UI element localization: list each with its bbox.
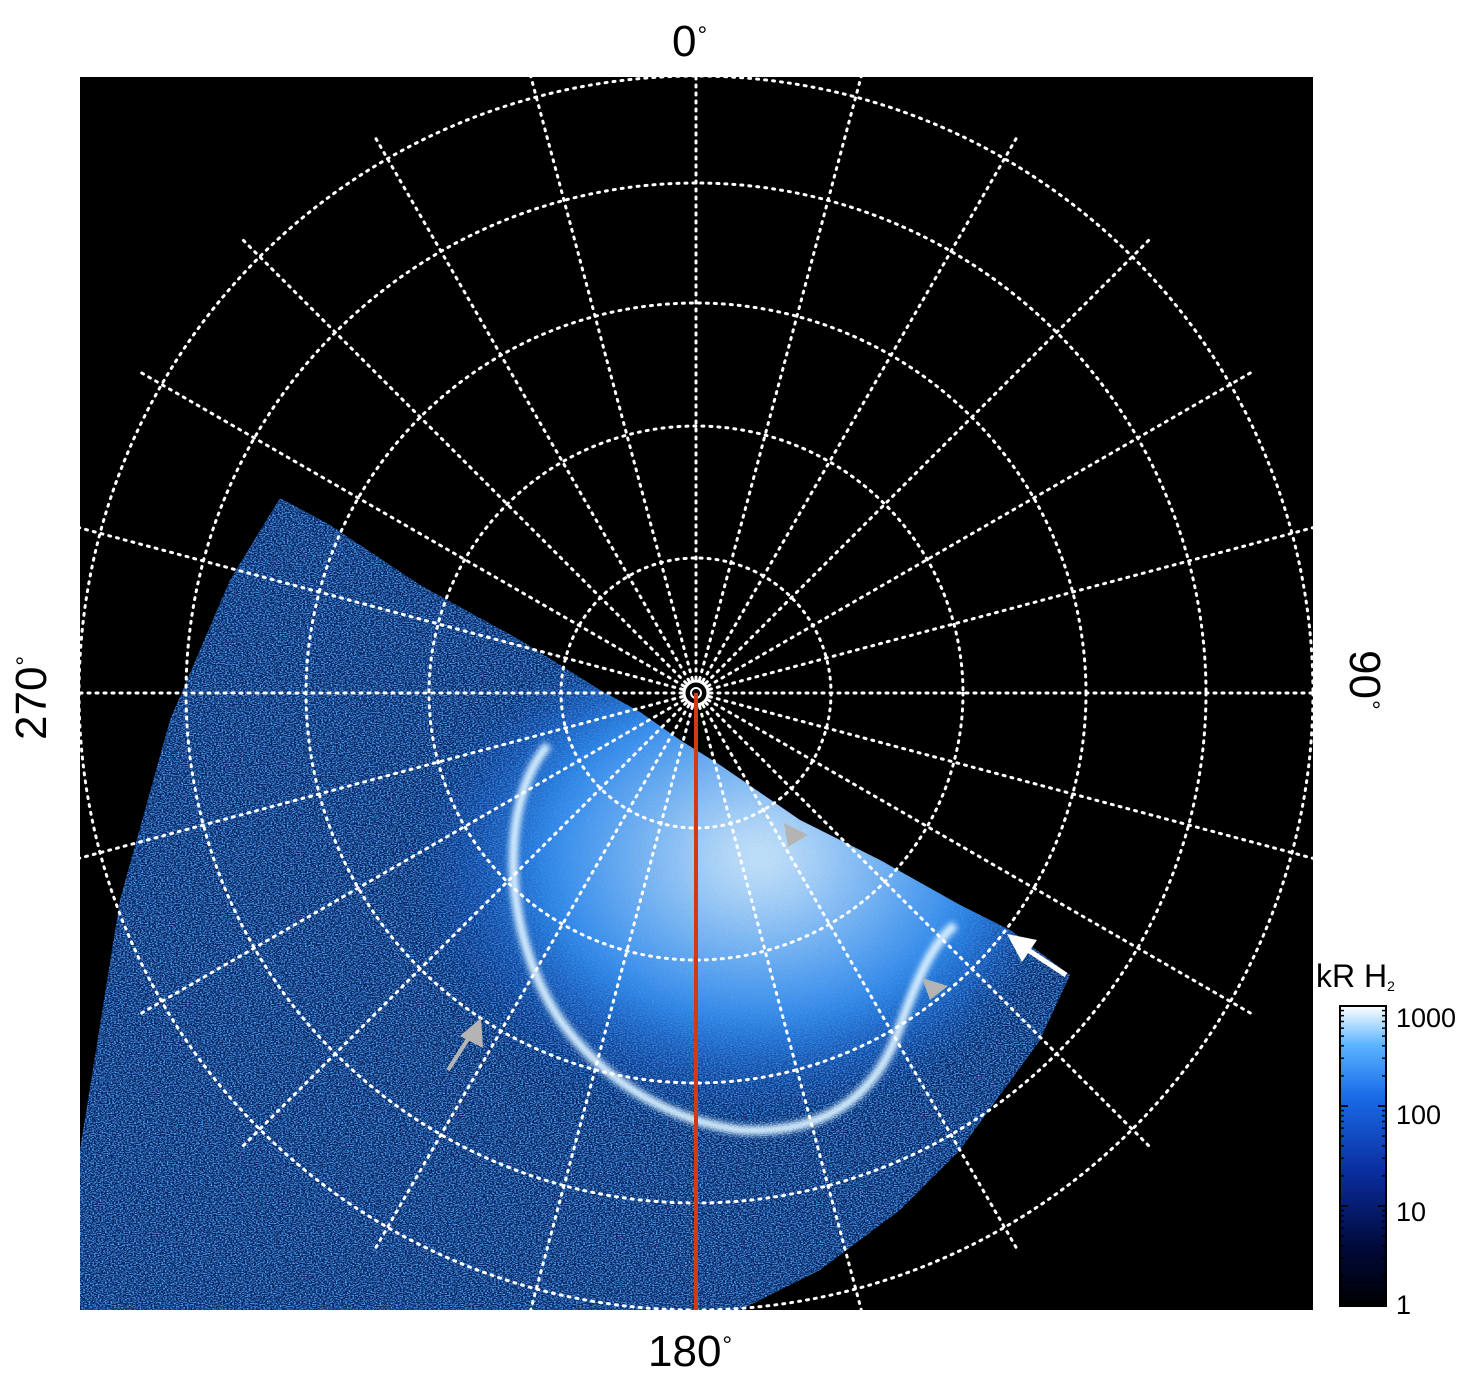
grid-meridian-line xyxy=(704,238,1151,685)
grid-meridian-line xyxy=(80,695,684,860)
gray-arrow-left xyxy=(446,1018,483,1072)
grid-meridian-line xyxy=(529,705,694,1310)
main-auroral-oval xyxy=(508,742,958,1135)
gray-arrowhead-right xyxy=(922,978,948,1000)
grid-meridian-line xyxy=(708,695,1313,860)
grid-meridian-line xyxy=(140,371,686,688)
longitude-label-top: 0° xyxy=(672,17,708,66)
grid-meridian-line xyxy=(701,137,1018,683)
longitude-label-bottom: 180° xyxy=(648,1327,733,1376)
grid-meridian-line xyxy=(529,77,694,681)
grid-meridian-line xyxy=(241,238,688,685)
grid-meridian-line xyxy=(374,703,691,1249)
colorbar-tick-label: 1000 xyxy=(1396,1003,1457,1033)
grid-meridian-line xyxy=(708,526,1313,691)
white-arrow xyxy=(1007,934,1068,978)
grid-meridian-line xyxy=(241,701,688,1148)
colorbar xyxy=(1339,1005,1387,1307)
grid-meridian-line xyxy=(698,77,863,681)
grid-meridian-line xyxy=(140,698,686,1015)
grid-meridian-line xyxy=(374,137,691,683)
grid-meridian-line xyxy=(698,705,863,1310)
grid-meridian-line xyxy=(706,698,1252,1015)
grid-meridian-line xyxy=(80,526,684,691)
grid-meridian-line xyxy=(701,703,1018,1249)
longitude-label-left: 270° xyxy=(7,655,56,740)
gray-arrowhead-upper xyxy=(784,823,808,847)
polar-grid xyxy=(80,77,1313,1310)
grid-meridian-line xyxy=(704,701,1151,1148)
colorbar-tick-label: 100 xyxy=(1396,1100,1442,1130)
colorbar-title: kR H2 xyxy=(1316,958,1395,994)
colorbar-tick-label: 1 xyxy=(1396,1290,1412,1320)
longitude-label-right: 90° xyxy=(1340,650,1389,710)
colorbar-minor-ticks xyxy=(1340,1005,1386,1307)
grid-meridian-line xyxy=(706,371,1252,688)
colorbar-tick-label: 10 xyxy=(1396,1197,1427,1227)
